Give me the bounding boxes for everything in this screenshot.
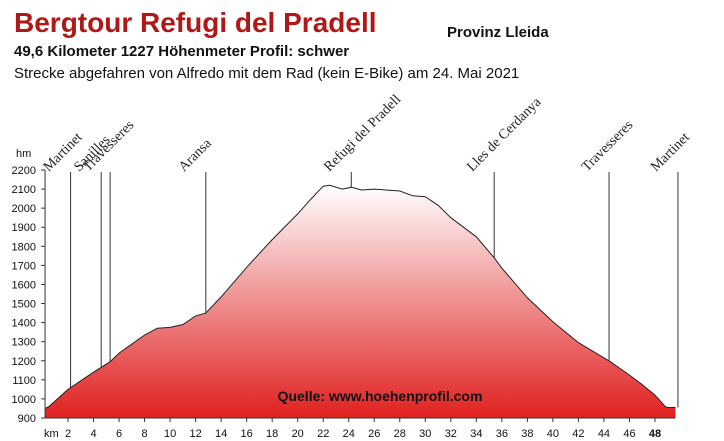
x-tick-label: 46 [623,428,635,440]
y-tick-label: 2100 [12,184,36,196]
x-tick-label: 28 [394,428,406,440]
y-tick-label: 900 [18,413,36,425]
x-tick-label: 26 [368,428,380,440]
x-tick-label: 4 [90,428,96,440]
y-tick-label: 1000 [12,394,36,406]
x-tick-label: 38 [521,428,533,440]
x-tick-label: 8 [142,428,148,440]
subtitle: Provinz Lleida [447,24,549,41]
annotation-label: Aransa [176,136,215,175]
x-axis-label: km [44,428,59,440]
annotation-label: Travesseres [579,118,636,175]
x-tick-label: 10 [164,428,176,440]
y-tick-label: 1600 [12,279,36,291]
line [44,184,676,409]
x-tick-label: 6 [116,428,122,440]
x-tick-label: 2 [65,428,71,440]
x-tick-label: 12 [189,428,201,440]
y-tick-label: 1300 [12,337,36,349]
y-tick-label: 1800 [12,241,36,253]
chart-title: Bergtour Refugi del Pradell [14,7,377,38]
x-tick-label: 34 [470,428,482,440]
y-tick-label: 1900 [12,222,36,234]
x-tick-label: 36 [496,428,508,440]
y-tick-label: 1500 [12,299,36,311]
y-tick-label: 1700 [12,260,36,272]
annotation-label: Lles de Cerdanya [464,94,544,174]
x-tick-label: 48 [649,428,661,440]
y-axis-label: hm [16,148,31,160]
x-tick-label: 32 [445,428,457,440]
stats: 49,6 Kilometer 1227 Höhenmeter Profil: s… [14,43,349,60]
x-tick-label: 20 [292,428,304,440]
y-tick-label: 2000 [12,203,36,215]
annotation-label: Refugi del Pradell [322,92,405,175]
y-tick-label: 1200 [12,356,36,368]
x-tick-label: 24 [343,428,355,440]
x-tick-label: 30 [419,428,431,440]
area [45,185,676,418]
x-tick-label: 44 [598,428,610,440]
y-tick-label: 1100 [12,375,36,387]
x-tick-label: 16 [241,428,253,440]
x-tick-label: 18 [266,428,278,440]
caption: Strecke abgefahren von Alfredo mit dem R… [14,65,519,82]
y-tick-label: 1400 [12,318,36,330]
x-tick-label: 42 [572,428,584,440]
x-tick-label: 14 [215,428,227,440]
x-tick-label: 40 [547,428,559,440]
annotation-label: Martinet [648,130,693,175]
y-tick-label: 2200 [12,165,36,177]
source: Quelle: www.hoehenprofil.com [278,388,483,404]
x-tick-label: 22 [317,428,329,440]
